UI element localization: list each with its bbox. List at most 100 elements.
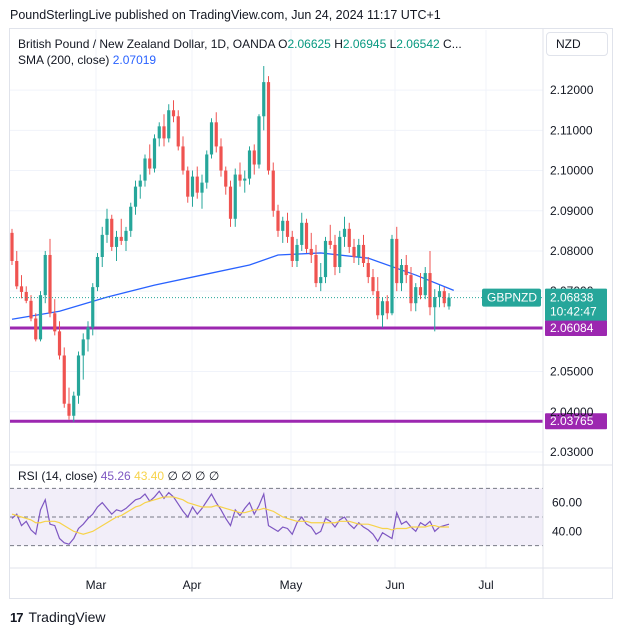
candle	[380, 297, 385, 328]
legend-line-1: British Pound / New Zealand Dollar, 1D, …	[18, 36, 462, 52]
currency-button[interactable]: NZD	[546, 32, 608, 56]
candle-body	[214, 122, 218, 147]
candle-body	[76, 355, 81, 396]
candle	[53, 299, 57, 336]
candle-body	[252, 150, 256, 165]
rsi-pane: 60.00 40.00	[10, 487, 582, 547]
candle	[333, 234, 337, 276]
candle-body	[361, 244, 366, 264]
candle	[328, 224, 332, 249]
candle-body	[399, 265, 404, 284]
candle	[119, 218, 123, 245]
candle	[323, 236, 328, 284]
candle-body	[390, 238, 394, 314]
candle-body	[114, 236, 119, 247]
rsi-tick-label: 40.00	[552, 524, 582, 538]
candle-body	[414, 287, 418, 304]
candle-body	[357, 244, 361, 257]
candle	[243, 170, 247, 193]
brand-name: TradingView	[28, 609, 106, 625]
candle-body	[15, 261, 19, 287]
candle	[447, 293, 451, 310]
candle	[86, 321, 90, 352]
candle	[371, 269, 375, 296]
candle-body	[34, 318, 38, 340]
candle	[81, 333, 85, 380]
candle	[233, 168, 237, 227]
candle-body	[428, 273, 432, 308]
candle-body	[219, 146, 223, 171]
candle-body	[195, 176, 199, 193]
candle	[105, 208, 109, 243]
candle-body	[162, 126, 166, 139]
candle-body	[333, 244, 337, 268]
candle	[428, 250, 432, 316]
sma-value: 2.07019	[112, 53, 157, 67]
candle	[138, 174, 142, 199]
low-label: L	[389, 37, 397, 51]
candle-body	[143, 158, 147, 181]
candle-body	[62, 355, 66, 404]
candle-body	[423, 273, 427, 296]
candle-body	[176, 116, 180, 147]
candle	[285, 212, 290, 243]
grid-lines	[10, 30, 543, 568]
chart-legend: British Pound / New Zealand Dollar, 1D, …	[18, 36, 462, 68]
candle-body	[257, 116, 261, 165]
candle-body	[266, 82, 271, 171]
candle	[176, 110, 180, 151]
candle	[110, 214, 114, 251]
candle	[247, 146, 252, 185]
tradingview-branding[interactable]: 17 TradingView	[10, 609, 106, 625]
candle	[76, 351, 81, 404]
candle	[34, 313, 38, 342]
candle-body	[48, 254, 52, 314]
candle-body	[167, 110, 171, 139]
candle	[162, 114, 166, 147]
chart-frame	[9, 28, 613, 599]
rsi-icon-3: ∅	[195, 469, 206, 483]
candle	[129, 202, 133, 237]
candle	[304, 218, 309, 253]
rsi-icon-2: ∅	[181, 469, 192, 483]
rsi-ma-value: 43.40	[134, 469, 165, 483]
candle-body	[385, 301, 389, 314]
candle-body	[338, 236, 342, 268]
rsi-value: 45.26	[100, 469, 131, 483]
candle	[347, 222, 351, 253]
candle-body	[24, 291, 28, 301]
candle	[295, 238, 299, 268]
candle-body	[281, 220, 285, 231]
last-price-value: 2.06838	[550, 291, 594, 305]
candle	[114, 230, 119, 261]
rsi-line	[11, 490, 450, 545]
candle	[91, 283, 95, 336]
candle-body	[148, 158, 152, 169]
time-tick-label: May	[280, 578, 303, 592]
candle	[43, 250, 47, 304]
candle-body	[10, 232, 14, 261]
candle-body	[91, 287, 95, 328]
price-axis: 2.120002.110002.100002.090002.080002.070…	[10, 83, 612, 466]
time-axis: Mar Apr May Jun Jul	[10, 29, 612, 598]
candle-body	[138, 180, 142, 187]
rsi-legend: RSI (14, close) 45.26 43.40 ∅ ∅ ∅ ∅	[18, 469, 219, 483]
candle-body	[404, 265, 408, 276]
open-label: O	[278, 37, 288, 51]
candle	[72, 391, 76, 422]
candle-body	[395, 238, 399, 284]
candle	[214, 112, 218, 153]
candle	[152, 134, 157, 173]
price-tick-label: 2.12000	[550, 83, 594, 97]
candle-body	[271, 170, 275, 211]
candle	[157, 122, 161, 147]
candle	[395, 226, 399, 292]
price-tick-label: 2.09000	[550, 204, 594, 218]
candle	[319, 263, 323, 292]
candle	[29, 295, 33, 322]
candle	[15, 250, 19, 290]
candle	[238, 162, 242, 187]
candle-body	[314, 254, 318, 284]
candle-body	[243, 178, 247, 181]
